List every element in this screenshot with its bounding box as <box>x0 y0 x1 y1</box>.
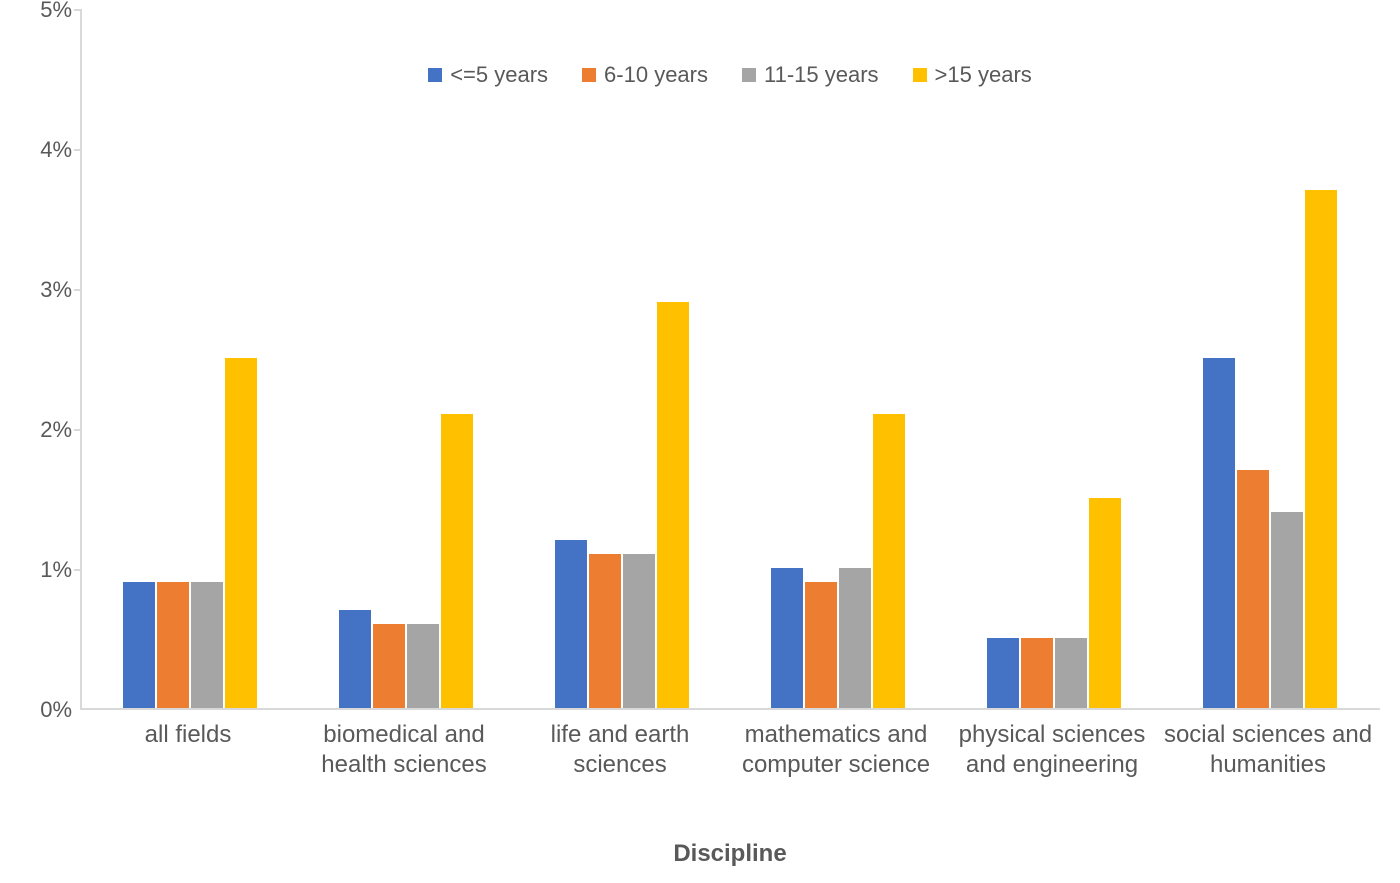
legend: <=5 years 6-10 years 11-15 years >15 yea… <box>300 62 1160 88</box>
x-tick-label: mathematics and computer science <box>728 720 944 780</box>
bar <box>407 624 439 708</box>
y-tick <box>74 569 82 571</box>
bar <box>873 414 905 708</box>
x-tick-label: all fields <box>80 720 296 750</box>
x-tick-label: life and earth sciences <box>512 720 728 780</box>
y-tick-label: 2% <box>12 417 72 443</box>
bar <box>1203 358 1235 708</box>
bar <box>987 638 1019 708</box>
bar <box>623 554 655 708</box>
y-tick <box>74 429 82 431</box>
legend-label: <=5 years <box>450 62 548 88</box>
bar <box>1021 638 1053 708</box>
legend-item: 6-10 years <box>582 62 708 88</box>
bar <box>589 554 621 708</box>
legend-item: >15 years <box>913 62 1032 88</box>
y-tick <box>74 149 82 151</box>
y-tick-label: 0% <box>12 697 72 723</box>
legend-swatch <box>582 68 596 82</box>
legend-label: 11-15 years <box>764 62 879 88</box>
chart-container: Share of WoS authors on Twitter 0% 1% 2%… <box>0 0 1400 883</box>
legend-swatch <box>742 68 756 82</box>
x-tick-label: biomedical and health sciences <box>296 720 512 780</box>
legend-swatch <box>913 68 927 82</box>
bar <box>1271 512 1303 708</box>
legend-item: 11-15 years <box>742 62 879 88</box>
legend-item: <=5 years <box>428 62 548 88</box>
bar <box>839 568 871 708</box>
y-tick <box>74 9 82 11</box>
y-tick-label: 5% <box>12 0 72 23</box>
x-axis-title: Discipline <box>80 840 1380 868</box>
bar <box>1089 498 1121 708</box>
bar <box>373 624 405 708</box>
plot-area <box>80 10 1380 710</box>
bar <box>339 610 371 708</box>
bar <box>225 358 257 708</box>
bar <box>657 302 689 708</box>
bar <box>805 582 837 708</box>
bar <box>123 582 155 708</box>
bar <box>1237 470 1269 708</box>
y-tick-label: 1% <box>12 557 72 583</box>
x-tick-label: social sciences and humanities <box>1160 720 1376 780</box>
bar <box>555 540 587 708</box>
y-tick-label: 3% <box>12 277 72 303</box>
y-tick-label: 4% <box>12 137 72 163</box>
bar <box>771 568 803 708</box>
bar <box>191 582 223 708</box>
legend-swatch <box>428 68 442 82</box>
legend-label: >15 years <box>935 62 1032 88</box>
y-tick <box>74 289 82 291</box>
bar <box>1055 638 1087 708</box>
y-axis-title: Share of WoS authors on Twitter <box>0 187 4 533</box>
x-tick-label: physical sciences and engineering <box>944 720 1160 780</box>
legend-label: 6-10 years <box>604 62 708 88</box>
bar <box>157 582 189 708</box>
bar <box>1305 190 1337 708</box>
bar <box>441 414 473 708</box>
